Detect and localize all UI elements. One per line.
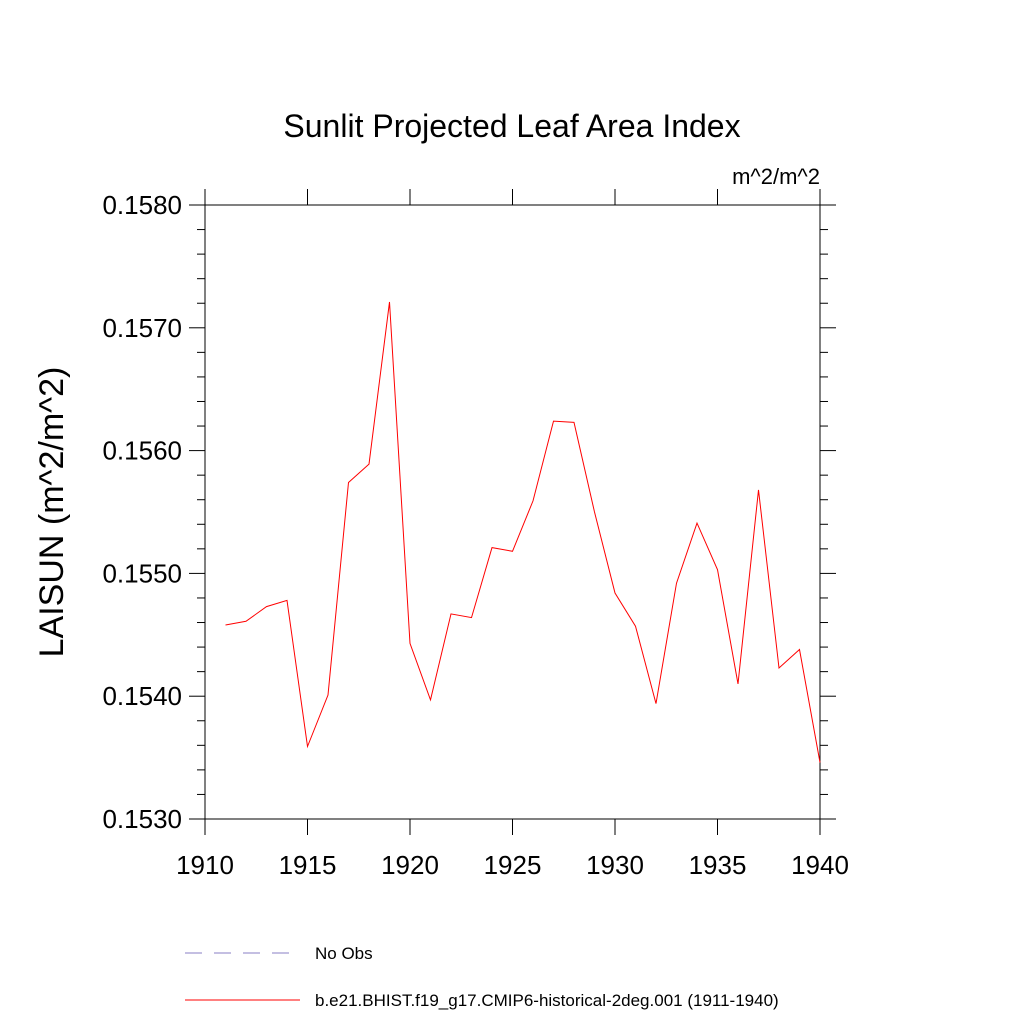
x-tick-label: 1915 <box>279 850 337 880</box>
plot-frame <box>204 204 821 820</box>
legend-label-model: b.e21.BHIST.f19_g17.CMIP6-historical-2de… <box>315 991 779 1010</box>
x-tick-label: 1910 <box>176 850 234 880</box>
units-label: m^2/m^2 <box>732 164 820 189</box>
y-axis-label: LAISUN (m^2/m^2) <box>33 367 71 658</box>
x-tick-label: 1925 <box>484 850 542 880</box>
series-layer <box>225 301 821 763</box>
axes: 1910 1915 1920 1925 1930 1935 1940 0.1530 0.1540… <box>102 189 849 880</box>
y-tick-label: 0.1530 <box>102 804 182 834</box>
x-tick-label: 1940 <box>791 850 849 880</box>
y-tick-label: 0.1560 <box>102 436 182 466</box>
y-tick-label: 0.1540 <box>102 681 182 711</box>
x-tick-label: 1935 <box>689 850 747 880</box>
chart-title: Sunlit Projected Leaf Area Index <box>283 108 740 144</box>
y-tick-label: 0.1570 <box>102 313 182 343</box>
legend: No Obs b.e21.BHIST.f19_g17.CMIP6-histori… <box>185 944 779 1010</box>
y-tick-label: 0.1550 <box>102 558 182 588</box>
y-tick-label: 0.1580 <box>102 190 182 220</box>
legend-label-no-obs: No Obs <box>315 944 373 963</box>
x-tick-label: 1920 <box>381 850 439 880</box>
x-tick-label: 1930 <box>586 850 644 880</box>
series-line-0 <box>225 301 821 763</box>
